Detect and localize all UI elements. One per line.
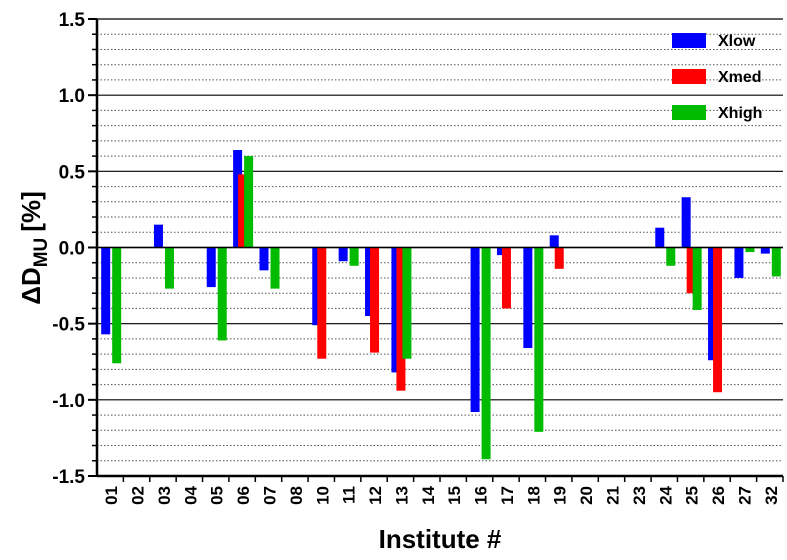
x-tick-label: 18 [524, 486, 543, 505]
bar [771, 247, 781, 277]
bar [713, 247, 723, 393]
legend-swatch [672, 33, 706, 48]
x-tick-label: 06 [234, 486, 253, 505]
bar [681, 197, 691, 248]
x-axis-label: Institute # [379, 524, 502, 554]
x-tick-label: 24 [656, 485, 675, 504]
bar [270, 247, 280, 289]
bar [402, 247, 412, 359]
y-tick-label: 1.0 [59, 86, 85, 107]
x-tick-label: 21 [604, 486, 623, 505]
bar [396, 247, 406, 391]
x-tick-label: 23 [630, 486, 649, 505]
bar [470, 247, 480, 413]
y-tick-label: 1.5 [59, 10, 86, 31]
x-tick-label: 25 [683, 486, 702, 505]
bar [338, 247, 348, 262]
x-tick-label: 05 [208, 486, 227, 505]
x-tick-label: 20 [577, 486, 596, 505]
y-tick-label: -1.0 [52, 391, 85, 412]
legend-label: Xlow [718, 33, 756, 50]
legend-swatch [672, 105, 706, 120]
bar [112, 247, 122, 364]
y-label-sub: MU [31, 238, 52, 268]
legend-label: Xmed [718, 69, 762, 86]
x-tick-label: 17 [498, 486, 517, 505]
bar [708, 247, 718, 361]
bar [496, 247, 506, 256]
bar [666, 247, 676, 266]
y-tick-label: 0.0 [59, 239, 85, 260]
x-tick-label: 14 [419, 485, 438, 504]
bar [692, 247, 702, 310]
y-axis-label: ΔDMU [%] [16, 191, 52, 304]
bar [164, 247, 174, 289]
bar [734, 247, 744, 278]
bar [233, 150, 243, 248]
x-tick-label: 16 [472, 486, 491, 505]
bar [317, 247, 327, 359]
x-tick-label: 11 [340, 486, 359, 504]
x-tick-label: 01 [102, 486, 121, 505]
bar [686, 247, 696, 294]
legend-swatch [672, 69, 706, 84]
x-tick-label: 02 [129, 486, 148, 505]
bar [259, 247, 269, 271]
x-tick-label: 10 [313, 486, 332, 505]
y-label-main: ΔD [16, 267, 46, 304]
bar [501, 247, 511, 309]
bar [101, 247, 111, 335]
bar [391, 247, 401, 373]
x-tick-label: 15 [445, 486, 464, 505]
x-tick-label: 19 [551, 486, 570, 505]
bar [655, 227, 665, 248]
y-tick-label: -0.5 [52, 315, 85, 336]
x-tick-label: 26 [709, 486, 728, 505]
x-tick-label: 27 [735, 486, 754, 505]
x-tick-label: 32 [762, 486, 781, 505]
bar [481, 247, 491, 460]
bar [217, 247, 227, 341]
x-tick-label: 13 [392, 486, 411, 505]
bar [365, 247, 375, 317]
bar [534, 247, 544, 432]
x-tick-label: 08 [287, 486, 306, 505]
legend-label: Xhigh [718, 105, 762, 122]
x-tick-label: 03 [155, 486, 174, 505]
bar [244, 156, 254, 248]
bar [153, 224, 163, 248]
bar [238, 174, 248, 248]
y-label-unit: [%] [16, 191, 46, 231]
bar [760, 247, 770, 254]
bar [349, 247, 359, 266]
bar [554, 247, 564, 269]
y-tick-label: 0.5 [59, 162, 86, 183]
bar [523, 247, 533, 349]
x-tick-label: 04 [181, 485, 200, 504]
bar [549, 235, 559, 248]
bar [745, 247, 755, 253]
bar [370, 247, 380, 353]
bar [206, 247, 216, 288]
bar [312, 247, 322, 326]
x-tick-label: 12 [366, 486, 385, 505]
x-tick-label: 07 [261, 486, 280, 505]
y-tick-label: -1.5 [52, 467, 85, 488]
